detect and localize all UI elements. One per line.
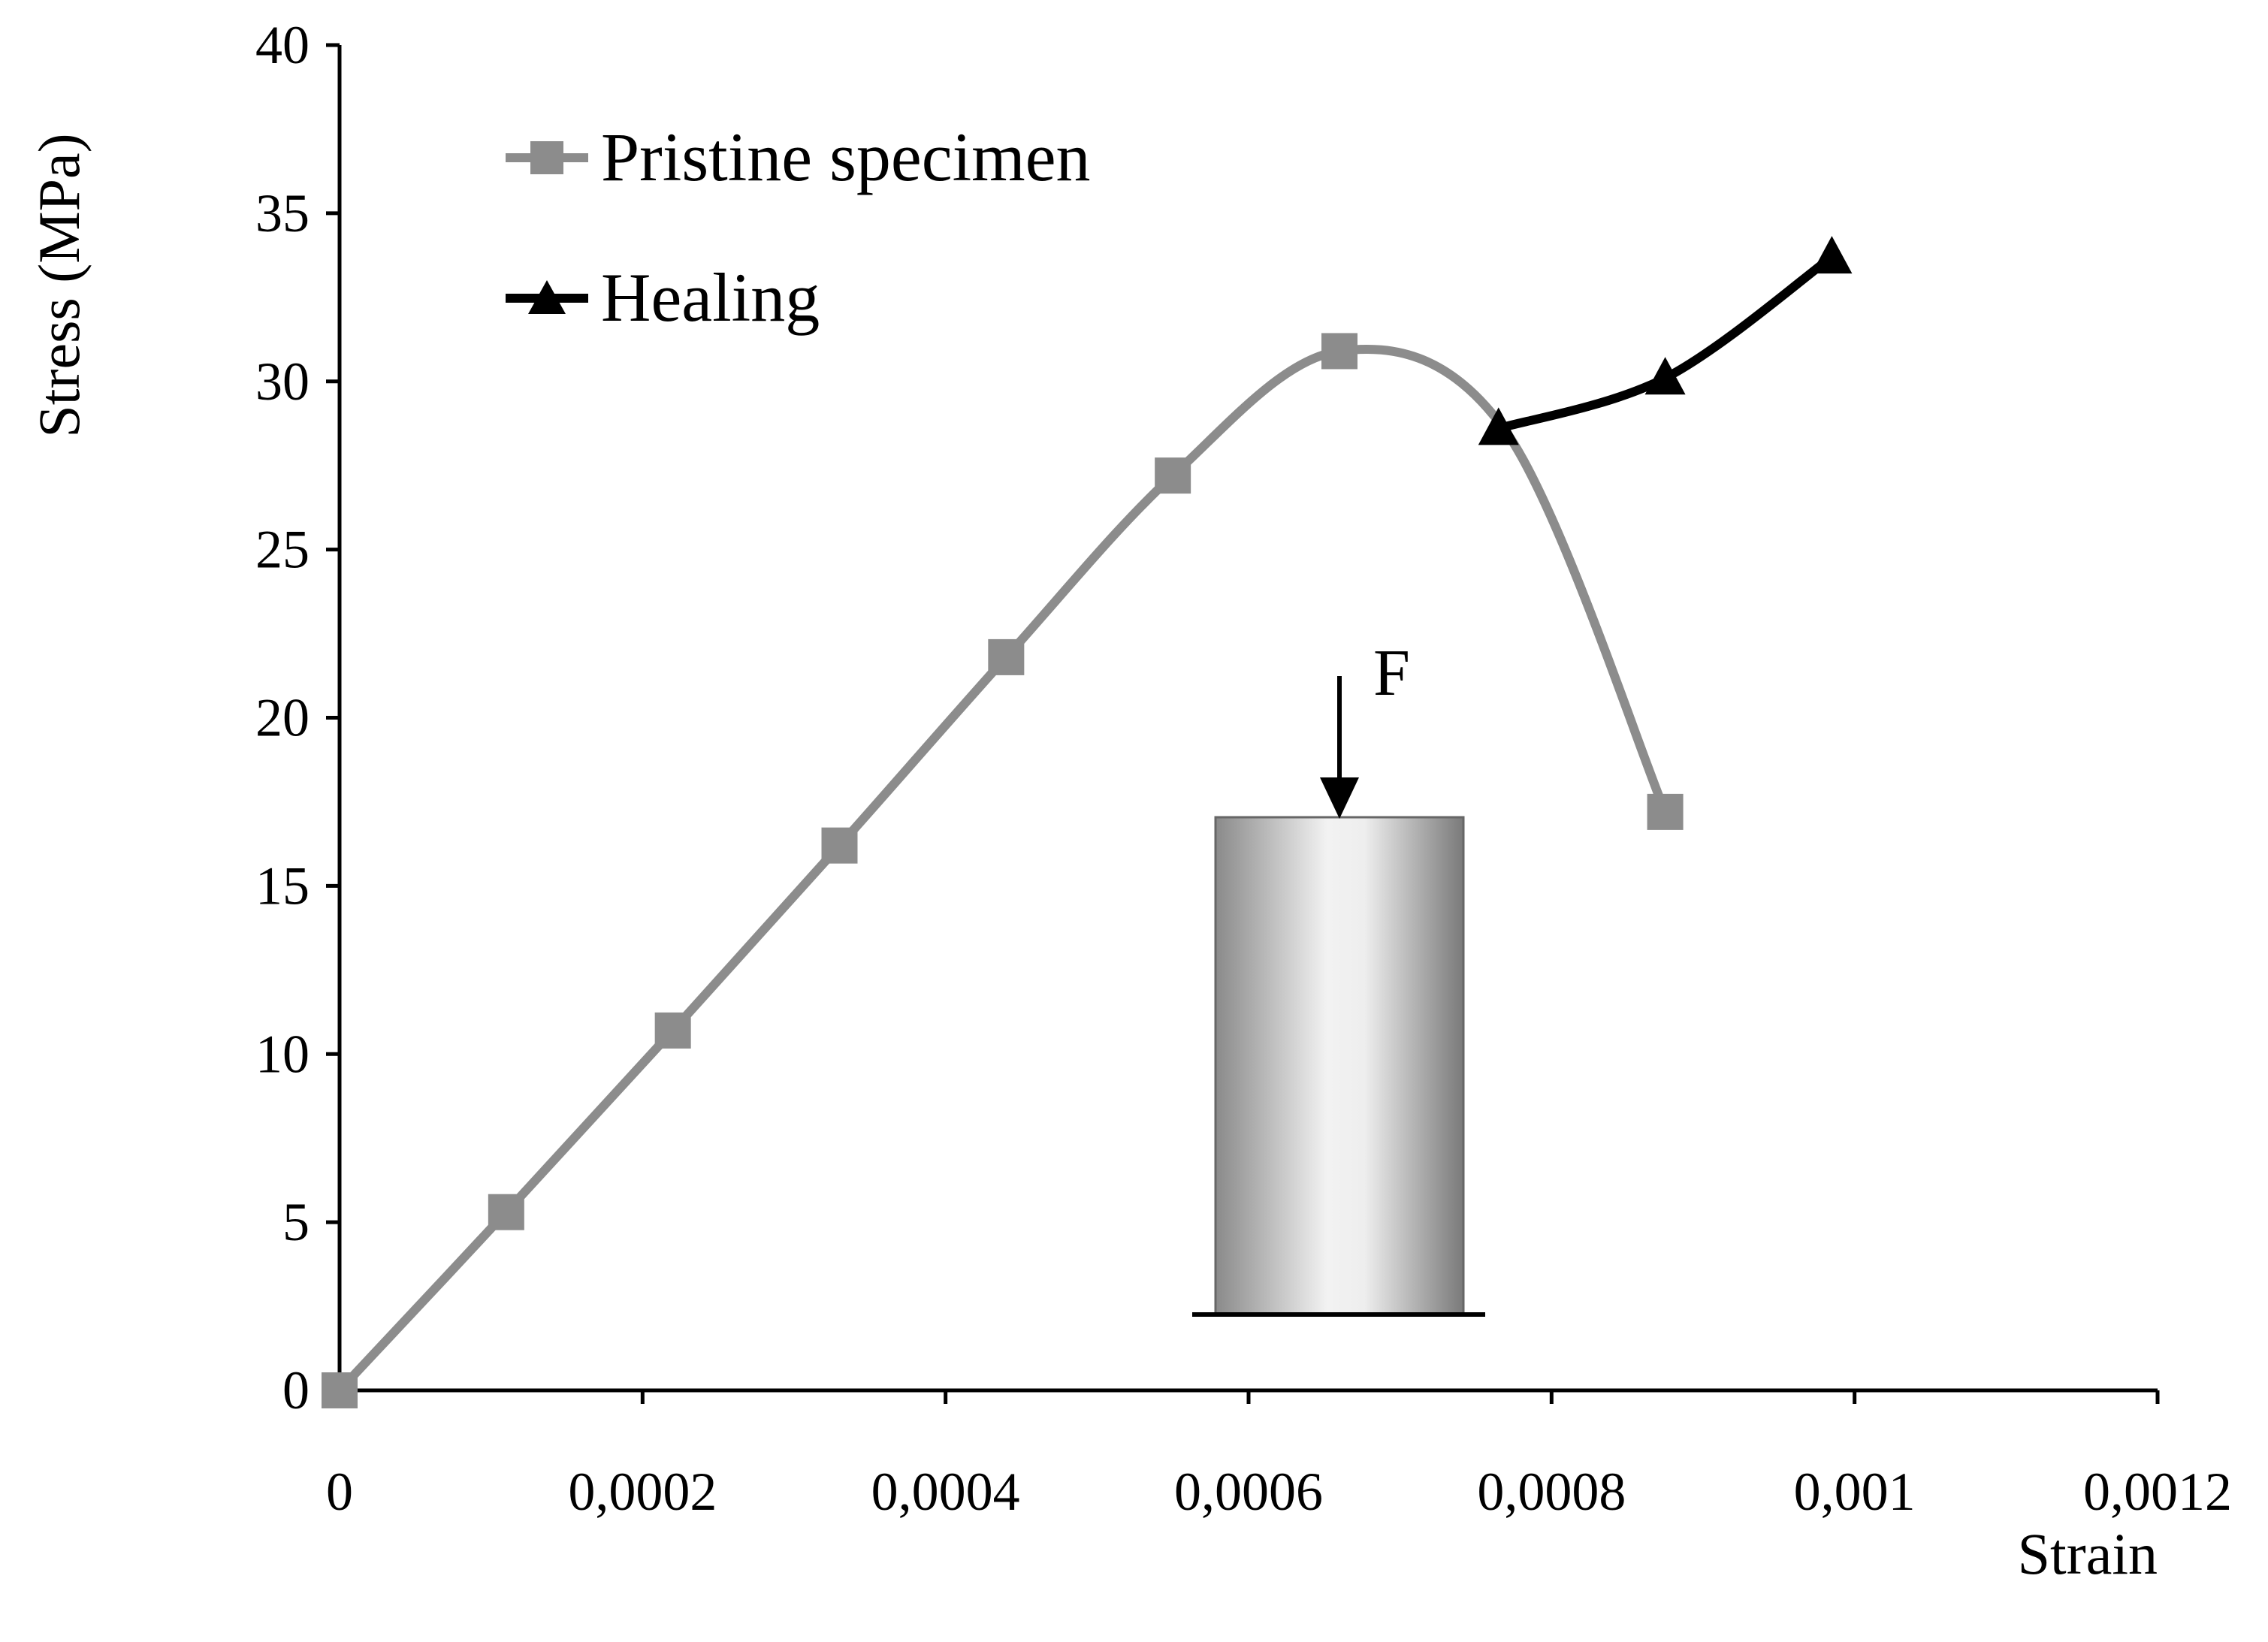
- data-point-pristine: [1155, 457, 1191, 494]
- data-point-pristine: [654, 1012, 691, 1049]
- series-layer: [322, 236, 1853, 1408]
- x-tick-label: 0: [326, 1462, 353, 1522]
- x-axis-title: Strain: [2018, 1521, 2158, 1586]
- x-tick-label: 0,001: [1794, 1462, 1916, 1522]
- cylinder-specimen: [1214, 816, 1465, 1316]
- y-tick-label: 0: [282, 1360, 310, 1420]
- x-tick-label: 0,0012: [2083, 1462, 2232, 1522]
- x-tick-label: 0,0008: [1477, 1462, 1626, 1522]
- y-tick-label: 25: [255, 520, 310, 580]
- x-tick-label: 0,0006: [1174, 1462, 1323, 1522]
- legend-marker-healing: [528, 280, 566, 314]
- data-point-healing: [1644, 357, 1686, 395]
- y-tick-label: 35: [255, 183, 310, 243]
- legend: Pristine specimen Healing: [506, 119, 1091, 336]
- data-point-pristine: [988, 638, 1025, 675]
- legend-label-pristine: Pristine specimen: [601, 119, 1091, 195]
- data-point-pristine: [1321, 333, 1357, 370]
- data-point-healing: [1811, 236, 1853, 274]
- series-line-pristine: [335, 344, 1670, 1395]
- force-label: F: [1373, 637, 1410, 710]
- series-line-healing: [1493, 252, 1837, 433]
- y-tick-label: 20: [255, 688, 310, 748]
- force-arrow-icon: [1320, 777, 1359, 819]
- y-axis-ticks: 0 5 10 15 20 25 30 35 40: [255, 15, 340, 1420]
- x-tick-label: 0,0002: [568, 1462, 717, 1522]
- legend-label-healing: Healing: [601, 259, 820, 336]
- data-point-pristine: [821, 827, 858, 864]
- y-tick-label: 40: [255, 15, 310, 75]
- x-axis-ticks: 0 0,0002 0,0004 0,0006 0,0008 0,001 0,0012: [326, 1390, 2232, 1522]
- y-tick-label: 30: [255, 352, 310, 412]
- data-point-pristine: [1647, 793, 1684, 830]
- x-tick-label: 0,0004: [871, 1462, 1020, 1522]
- specimen-diagram: F: [1192, 637, 1485, 1317]
- data-point-healing: [1478, 407, 1519, 445]
- data-point-pristine: [322, 1372, 358, 1408]
- y-axis-title: Stress (MPa): [26, 133, 92, 437]
- y-tick-label: 15: [255, 856, 310, 916]
- y-tick-label: 5: [282, 1192, 310, 1252]
- data-point-pristine: [488, 1194, 524, 1230]
- legend-marker-pristine: [530, 141, 563, 174]
- y-tick-label: 10: [255, 1024, 310, 1084]
